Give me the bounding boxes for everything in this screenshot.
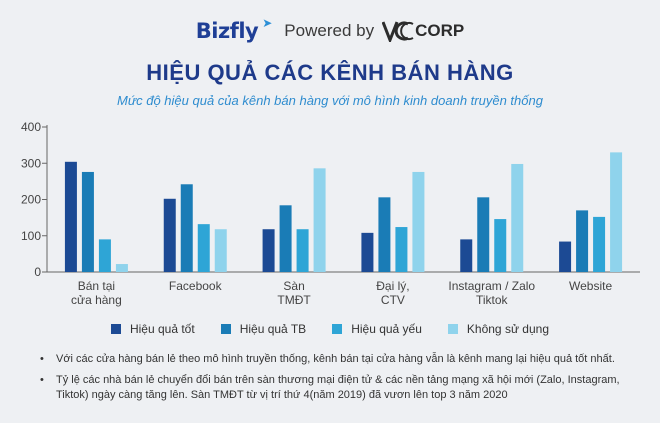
- legend-swatch: [110, 324, 121, 334]
- x-tick-label: Bán tại: [78, 279, 115, 293]
- vccorp-wordmark: CORP: [415, 21, 465, 40]
- powered-by-label: Powered by: [284, 21, 375, 40]
- bar: [197, 224, 210, 272]
- bar: [279, 205, 292, 272]
- bar: [98, 239, 111, 272]
- y-tick-label: 100: [21, 229, 41, 243]
- bar: [214, 229, 227, 272]
- chart-subtitle: Mức độ hiệu quả của kênh bán hàng với mô…: [117, 93, 543, 108]
- bar: [610, 152, 623, 272]
- legend-item: Hiệu quả tốt: [110, 322, 195, 336]
- legend-label: Hiệu quả tốt: [129, 322, 195, 336]
- y-tick-label: 300: [21, 156, 41, 170]
- bar: [494, 219, 507, 272]
- legend-label: Hiệu quả TB: [239, 322, 307, 336]
- y-tick-label: 200: [21, 193, 41, 207]
- legend-label: Không sử dụng: [466, 322, 550, 336]
- y-tick-label: 0: [34, 265, 41, 279]
- legend-item: Hiệu quả TB: [220, 322, 307, 336]
- bar: [593, 216, 606, 272]
- bar: [64, 161, 77, 272]
- brand-header: Bizfly ➤ Powered by CORP: [0, 16, 660, 46]
- bar: [395, 227, 408, 272]
- bar: [559, 241, 572, 272]
- x-tick-label: Facebook: [169, 279, 223, 293]
- x-tick-label: CTV: [381, 293, 405, 307]
- paper-plane-icon: ➤: [262, 16, 273, 30]
- legend-item: Hiệu quả yếu: [332, 322, 422, 336]
- bar: [313, 168, 326, 272]
- bar: [296, 229, 309, 272]
- bar: [163, 198, 176, 272]
- chart-title: HIỆU QUẢ CÁC KÊNH BÁN HÀNG: [146, 60, 514, 85]
- x-tick-label: Đại lý,: [376, 279, 409, 293]
- vc-mark-icon: [381, 20, 414, 45]
- bar: [81, 171, 94, 272]
- legend-swatch: [447, 324, 458, 334]
- bar: [378, 197, 391, 272]
- x-tick-label: Tiktok: [476, 293, 509, 307]
- note-item: Tỷ lệ các nhà bán lẻ chuyển đổi bán trên…: [40, 373, 640, 403]
- chart-legend: Hiệu quả tốt Hiệu quả TB Hiệu quả yếu Không…: [0, 322, 660, 336]
- bar: [262, 229, 275, 272]
- notes-section: Với các cửa hàng bán lẻ theo mô hình tru…: [40, 352, 640, 409]
- x-tick-label: Instagram / Zalo: [448, 279, 535, 293]
- bizfly-logo: Bizfly: [195, 19, 259, 43]
- bar: [361, 232, 374, 272]
- y-tick-label: 400: [21, 120, 41, 134]
- x-tick-label: Sàn: [283, 279, 304, 293]
- bar: [460, 239, 473, 272]
- legend-label: Hiệu quả yếu: [351, 322, 422, 336]
- bar: [576, 210, 589, 272]
- vccorp-logo: CORP: [381, 20, 465, 45]
- legend-item: Không sử dụng: [447, 322, 550, 336]
- legend-swatch: [332, 324, 343, 334]
- legend-swatch: [220, 324, 231, 334]
- bar: [115, 264, 128, 272]
- bar: [511, 163, 524, 272]
- x-tick-label: TMĐT: [277, 293, 311, 307]
- bar: [477, 197, 490, 272]
- x-tick-label: Website: [569, 279, 612, 293]
- note-item: Với các cửa hàng bán lẻ theo mô hình tru…: [40, 352, 640, 367]
- bar: [180, 184, 193, 272]
- bar: [412, 171, 425, 272]
- x-tick-label: cửa hàng: [71, 293, 122, 307]
